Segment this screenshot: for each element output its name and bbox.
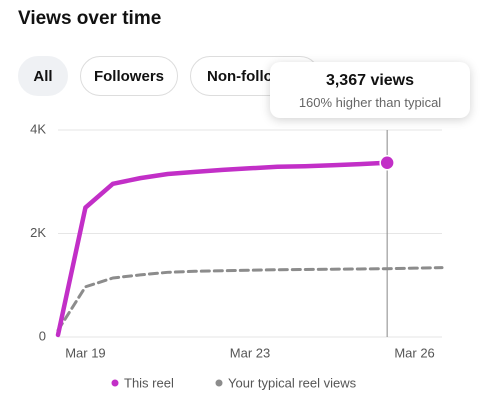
tooltip-detail: 160% higher than typical bbox=[298, 95, 442, 110]
y-tick-label: 0 bbox=[39, 328, 46, 343]
series-line bbox=[55, 160, 390, 338]
y-tick-label: 4K bbox=[30, 121, 46, 136]
x-tick-label: Mar 26 bbox=[394, 345, 434, 360]
page-title: Views over time bbox=[18, 8, 162, 29]
x-tick-label: Mar 23 bbox=[230, 345, 270, 360]
highlight-point bbox=[379, 155, 395, 171]
legend-label: Your typical reel views bbox=[228, 375, 357, 390]
series-line bbox=[56, 266, 444, 332]
tab-all[interactable]: All bbox=[18, 56, 68, 96]
legend-swatch bbox=[111, 379, 119, 387]
tab-followers[interactable]: Followers bbox=[80, 56, 178, 96]
legend-label: This reel bbox=[124, 375, 174, 390]
tooltip-headline: 3,367 views bbox=[325, 72, 415, 89]
y-tick-label: 2K bbox=[30, 225, 46, 240]
legend-swatch bbox=[215, 379, 223, 387]
x-tick-label: Mar 19 bbox=[65, 345, 105, 360]
tooltip: 3,367 views 160% higher than typical bbox=[270, 62, 470, 118]
